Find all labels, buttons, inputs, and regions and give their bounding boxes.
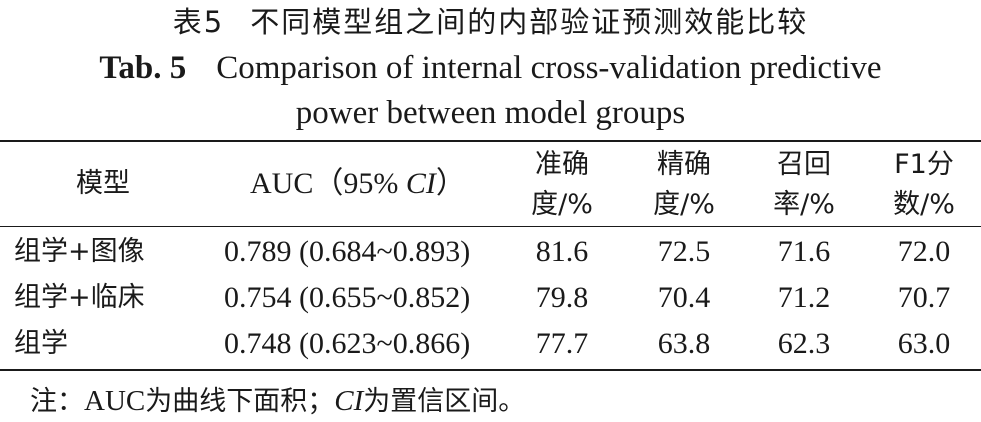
caption-en-title-1: Comparison of internal cross-validation … (216, 50, 882, 86)
row-model: 组学+图像 (14, 236, 145, 267)
footnote-ci-definition: 为置信区间。 (363, 386, 526, 417)
row-f1: 63.0 (897, 327, 951, 360)
row-auc: 0.748 (0.623~0.866) (224, 327, 471, 360)
header-f1-line2: 数/% (893, 189, 955, 220)
header-auc-suffix: ） (435, 167, 466, 200)
row-model: 组学 (14, 328, 68, 359)
caption-en-number: Tab. 5 (99, 50, 187, 86)
row-auc: 0.754 (0.655~0.852) (224, 281, 471, 314)
caption-cn-title: 不同模型组之间的内部验证预测效能比较 (250, 5, 809, 39)
row-recall: 71.2 (777, 281, 831, 314)
header-precision: 精确度/% (634, 145, 734, 225)
table-bottom-rule (0, 369, 981, 371)
header-auc: AUC（95% CI） (250, 166, 466, 202)
row-accuracy: 79.8 (535, 281, 589, 314)
header-recall-line1: 召回 (777, 149, 831, 180)
row-accuracy: 81.6 (535, 235, 589, 268)
row-accuracy: 77.7 (535, 327, 589, 360)
table-footnote: 注：AUC为曲线下面积；CI为置信区间。 (30, 383, 525, 420)
table-caption-en: Tab. 5 Comparison of internal cross-valid… (0, 46, 981, 136)
header-model: 模型 (76, 168, 130, 199)
caption-cn-number: 表5 (172, 5, 225, 39)
table-top-rule (0, 140, 981, 142)
header-auc-ci: CI (405, 167, 436, 200)
row-precision: 63.8 (657, 327, 711, 360)
header-recall: 召回率/% (754, 145, 854, 225)
row-f1: 70.7 (897, 281, 951, 314)
header-precision-line2: 度/% (653, 189, 715, 220)
row-precision: 72.5 (657, 235, 711, 268)
row-precision: 70.4 (657, 281, 711, 314)
caption-en-line-1: Tab. 5 Comparison of internal cross-valid… (0, 46, 981, 91)
header-f1: F1分数/% (874, 145, 974, 225)
row-recall: 71.6 (777, 235, 831, 268)
row-model: 组学+临床 (14, 282, 145, 313)
row-f1: 72.0 (897, 235, 951, 268)
header-accuracy-line2: 度/% (531, 189, 593, 220)
row-recall: 62.3 (777, 327, 831, 360)
footnote-auc-definition: 为曲线下面积； (145, 386, 335, 417)
footnote-prefix: 注： (30, 386, 84, 417)
table-caption-cn: 表5 不同模型组之间的内部验证预测效能比较 (0, 2, 981, 42)
header-accuracy-line1: 准确 (535, 149, 589, 180)
table-header-rule (0, 226, 981, 227)
header-recall-line2: 率/% (773, 189, 835, 220)
header-auc-prefix: AUC（95% (250, 167, 406, 200)
footnote-ci-abbr: CI (334, 385, 364, 417)
caption-en-title-2: power between model groups (295, 95, 686, 131)
header-accuracy: 准确度/% (512, 145, 612, 225)
row-auc: 0.789 (0.684~0.893) (224, 235, 471, 268)
header-precision-line1: 精确 (657, 149, 711, 180)
header-f1-line1: F1分 (894, 149, 954, 180)
footnote-auc-abbr: AUC (84, 385, 146, 417)
